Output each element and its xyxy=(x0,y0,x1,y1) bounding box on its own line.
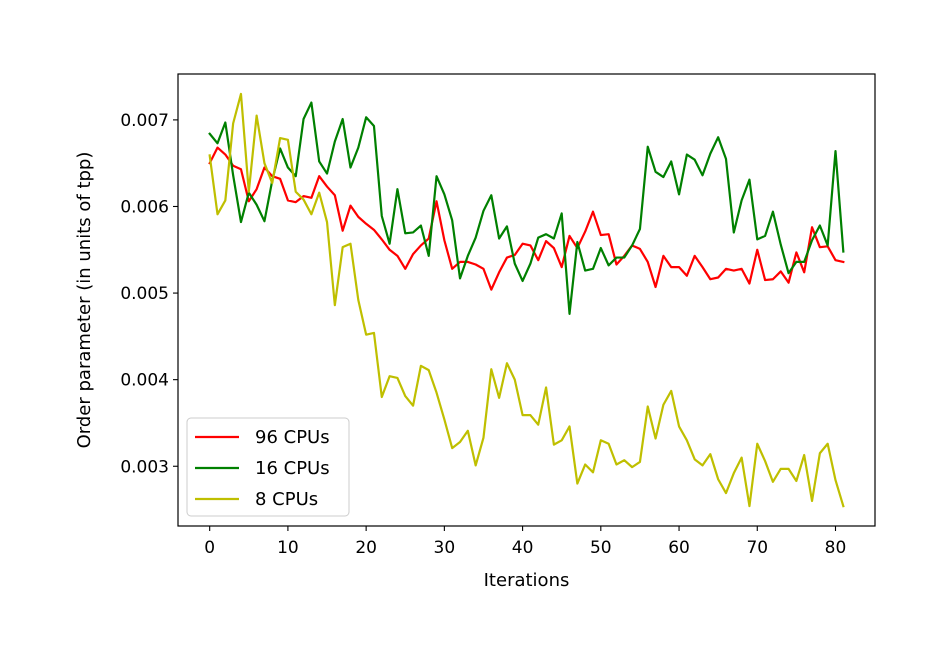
legend: 96 CPUs 16 CPUs 8 CPUs xyxy=(186,417,350,517)
legend-label-0: 96 CPUs xyxy=(255,427,330,448)
x-tick-label: 50 xyxy=(590,538,612,558)
series-line-0 xyxy=(208,146,845,291)
x-tick-label: 60 xyxy=(668,538,690,558)
series-line-1 xyxy=(208,101,845,315)
x-tick-label: 40 xyxy=(512,538,534,558)
legend-label-2: 8 CPUs xyxy=(255,489,318,510)
axes-frame xyxy=(177,73,876,527)
x-tick-label: 10 xyxy=(277,538,299,558)
y-tick-label: 0.004 xyxy=(120,371,169,391)
x-axis-label: Iterations xyxy=(484,570,570,591)
y-tick-label: 0.005 xyxy=(120,284,169,304)
y-tick-label: 0.007 xyxy=(120,111,169,131)
y-tick-label: 0.006 xyxy=(120,197,169,217)
plot-area: 0 10 20 30 40 50 60 70 80 0.003 0.004 0.005 0.006 0.0… xyxy=(74,73,876,591)
x-tick-label: 20 xyxy=(355,538,377,558)
x-tick-label: 0 xyxy=(204,538,215,558)
series-line-2 xyxy=(208,92,845,508)
x-tick-label: 70 xyxy=(746,538,768,558)
y-tick-label: 0.003 xyxy=(120,457,169,477)
y-axis-label: Order parameter (in units of tpp) xyxy=(74,152,95,449)
legend-label-1: 16 CPUs xyxy=(255,458,330,479)
x-tick-label: 80 xyxy=(825,538,847,558)
x-tick-label: 30 xyxy=(434,538,456,558)
legend-box xyxy=(186,417,350,517)
